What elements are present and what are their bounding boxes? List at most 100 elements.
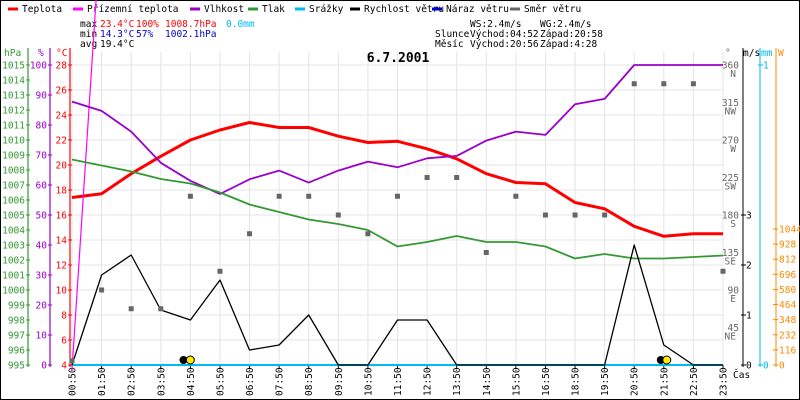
temperature-axis-tick-label: 8 bbox=[61, 311, 67, 322]
direction-point bbox=[690, 81, 696, 87]
direction-point bbox=[247, 231, 253, 237]
direction-point bbox=[602, 212, 608, 218]
x-tick-label: 21:50 bbox=[659, 367, 670, 396]
direction-tick-label: 270 bbox=[722, 136, 739, 147]
stats-max-hum: 100% bbox=[136, 19, 159, 30]
humidity-axis-tick-label: 70 bbox=[36, 151, 48, 162]
rain-tick-label: 0 bbox=[763, 361, 769, 372]
rain-tick-label: 1 bbox=[763, 61, 769, 72]
stats-min-press: 1002.1hPa bbox=[165, 29, 216, 40]
pressure-axis-tick-label: 1002 bbox=[2, 256, 25, 267]
legend-label: Vlhkost bbox=[204, 4, 244, 15]
wind-axis-unit: m/s bbox=[743, 48, 760, 59]
wind-tick-label: 2 bbox=[746, 261, 752, 272]
chart-title: 6.7.2001 bbox=[367, 51, 430, 66]
x-tick-label: 16:50 bbox=[541, 367, 552, 396]
legend-label: Přízemní teplota bbox=[87, 4, 179, 15]
direction-point bbox=[276, 193, 282, 199]
humidity-axis-tick-label: 100 bbox=[30, 61, 47, 72]
stats-avg-label: avg bbox=[80, 39, 97, 50]
pressure-axis-tick-label: 1012 bbox=[2, 106, 25, 117]
humidity-axis-tick-label: 10 bbox=[36, 331, 48, 342]
direction-axis-unit: ° bbox=[725, 48, 731, 59]
pressure-axis-tick-label: 1007 bbox=[2, 181, 25, 192]
direction-point bbox=[128, 306, 134, 312]
legend-label: Směr větru bbox=[524, 4, 581, 15]
pressure-axis-tick-label: 1001 bbox=[2, 271, 25, 282]
direction-point bbox=[572, 212, 578, 218]
temperature-axis-tick-label: 4 bbox=[61, 361, 67, 372]
direction-point bbox=[483, 250, 489, 255]
direction-tick-label: 135 bbox=[722, 248, 739, 259]
stats-max-label: max bbox=[80, 19, 97, 30]
pressure-axis-tick-label: 999 bbox=[8, 301, 25, 312]
wind-speed-line bbox=[71, 244, 723, 366]
direction-point bbox=[306, 193, 312, 199]
sun-set: Západ:20:58 bbox=[540, 29, 603, 40]
pressure-axis-tick-label: 1004 bbox=[2, 226, 25, 237]
x-tick-label: 11:50 bbox=[393, 367, 404, 396]
pressure-axis-tick-label: 1015 bbox=[2, 61, 25, 72]
humidity-axis-tick-label: 40 bbox=[36, 241, 48, 252]
direction-point bbox=[661, 81, 667, 87]
stats-min-temp: 14.3°C bbox=[100, 29, 134, 40]
x-tick-label: 23:50 bbox=[719, 367, 730, 396]
solar-tick-label: 116 bbox=[779, 345, 796, 356]
pressure-axis-tick-label: 1006 bbox=[2, 196, 25, 207]
direction-point bbox=[187, 193, 193, 199]
x-axis-label: Čas bbox=[733, 369, 750, 381]
x-tick-label: 03:50 bbox=[156, 367, 167, 396]
temperature-axis-tick-label: 12 bbox=[56, 261, 67, 272]
x-tick-label: 22:50 bbox=[689, 367, 700, 396]
pressure-line bbox=[71, 158, 724, 260]
direction-point bbox=[69, 358, 75, 364]
temperature-axis-tick-label: 22 bbox=[56, 136, 67, 147]
compass-label: W bbox=[730, 144, 736, 155]
direction-tick-label: 90 bbox=[728, 286, 740, 297]
pressure-axis-tick-label: 1005 bbox=[2, 211, 25, 222]
axes: hPa9959969979989991000100110021003100410… bbox=[2, 48, 800, 396]
x-tick-label: 09:50 bbox=[334, 367, 345, 396]
x-tick-label: 18:50 bbox=[571, 367, 582, 396]
stats-block: max min avg 23.4°C 100% 1008.7hPa 0.0mm … bbox=[80, 19, 603, 50]
direction-point bbox=[424, 175, 430, 180]
direction-tick-label: 315 bbox=[722, 98, 739, 109]
humidity-axis-tick-label: 0 bbox=[41, 361, 47, 372]
temperature-axis-tick-label: 20 bbox=[56, 161, 68, 172]
x-tick-label: 15:50 bbox=[511, 367, 522, 396]
direction-point bbox=[513, 193, 519, 199]
compass-label: SW bbox=[725, 182, 737, 193]
legend-label: Teplota bbox=[22, 4, 62, 15]
x-tick-label: 19:50 bbox=[600, 367, 611, 396]
compass-label: N bbox=[730, 69, 736, 80]
direction-point bbox=[365, 231, 371, 237]
direction-point bbox=[217, 268, 223, 274]
compass-label: NW bbox=[725, 107, 737, 118]
temperature-line bbox=[71, 121, 723, 238]
humidity-axis-tick-label: 50 bbox=[36, 211, 48, 222]
x-tick-label: 01:50 bbox=[97, 367, 108, 396]
compass-label: SE bbox=[725, 257, 737, 268]
direction-tick-label: 225 bbox=[722, 173, 739, 184]
moon-rise: Východ:20:56 bbox=[470, 39, 539, 50]
pressure-axis-tick-label: 1000 bbox=[2, 286, 25, 297]
sun-rise: Východ:04:52 bbox=[470, 29, 539, 40]
stats-ws: WS:2.4m/s bbox=[470, 19, 521, 30]
compass-label: S bbox=[730, 219, 736, 230]
wind-tick-label: 3 bbox=[746, 211, 752, 222]
direction-point bbox=[335, 212, 341, 218]
temperature-axis-unit: °C bbox=[56, 48, 67, 59]
humidity-axis-tick-label: 60 bbox=[36, 181, 48, 192]
direction-point bbox=[395, 193, 400, 199]
stats-max-temp: 23.4°C bbox=[100, 19, 134, 30]
x-tick-label: 00:50 bbox=[68, 367, 79, 396]
pressure-axis-tick-label: 1011 bbox=[2, 121, 25, 132]
ground-temperature-line bbox=[71, 0, 97, 371]
temperature-axis-tick-label: 18 bbox=[56, 186, 68, 197]
moon-label: Měsíc bbox=[435, 39, 464, 50]
legend-label: Tlak bbox=[262, 4, 285, 15]
moon-icon bbox=[179, 356, 188, 364]
stats-wg: WG:2.4m/s bbox=[540, 19, 591, 30]
temperature-axis-tick-label: 24 bbox=[56, 111, 68, 122]
